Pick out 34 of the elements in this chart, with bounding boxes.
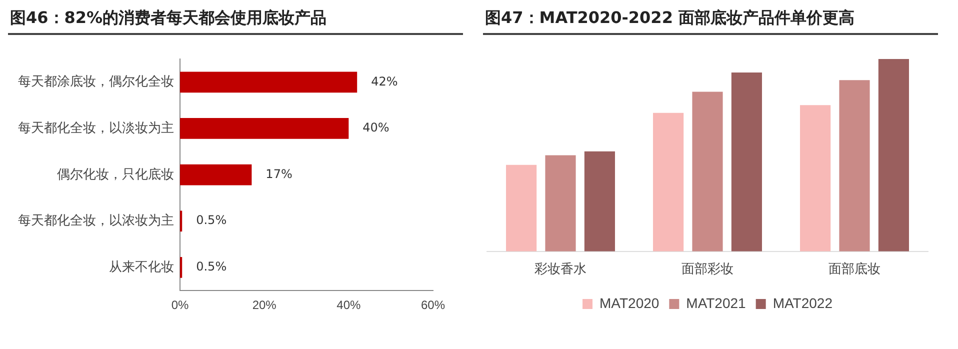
y-tick-label: 从来不化妆 xyxy=(109,259,174,274)
bar xyxy=(180,118,349,139)
y-tick-label: 每天都化全妆，以淡妆为主 xyxy=(18,120,174,136)
legend-label: MAT2021 xyxy=(686,294,746,311)
bar xyxy=(839,80,870,252)
x-tick-label: 20% xyxy=(252,298,277,312)
bar xyxy=(584,151,615,252)
data-label: 42% xyxy=(371,74,398,88)
bar xyxy=(545,155,576,252)
bar xyxy=(692,92,723,252)
data-label: 40% xyxy=(362,120,390,135)
bar xyxy=(878,59,909,252)
x-tick-label: 面部底妆 xyxy=(828,260,880,276)
bar xyxy=(731,72,762,252)
data-label: 0.5% xyxy=(196,213,227,228)
bar xyxy=(653,112,684,252)
bar xyxy=(180,72,358,93)
y-tick-label: 每天都化全妆，以浓妆为主 xyxy=(18,212,174,228)
bar xyxy=(800,105,831,252)
bar xyxy=(180,164,252,186)
legend-label: MAT2022 xyxy=(772,294,833,311)
y-tick-label: 偶尔化妆，只化底妆 xyxy=(57,166,174,182)
y-tick-label: 每天都涂底妆，偶尔化全妆 xyxy=(18,74,174,89)
legend-label: MAT2020 xyxy=(600,294,660,311)
x-tick-label: 面部彩妆 xyxy=(682,260,734,276)
x-tick-label: 0% xyxy=(171,298,189,312)
data-label: 0.5% xyxy=(196,260,227,274)
chart-title: 图46：82%的消费者每天都会使用底妆产品 xyxy=(8,6,463,35)
x-tick-label: 40% xyxy=(336,298,361,312)
data-label: 17% xyxy=(266,166,292,181)
bar xyxy=(506,164,537,252)
x-tick-label: 彩妆香水 xyxy=(534,260,586,276)
chart-title: 图47：MAT2020-2022 面部底妆产品件单价更高 xyxy=(483,6,938,35)
x-tick-label: 60% xyxy=(420,298,446,312)
